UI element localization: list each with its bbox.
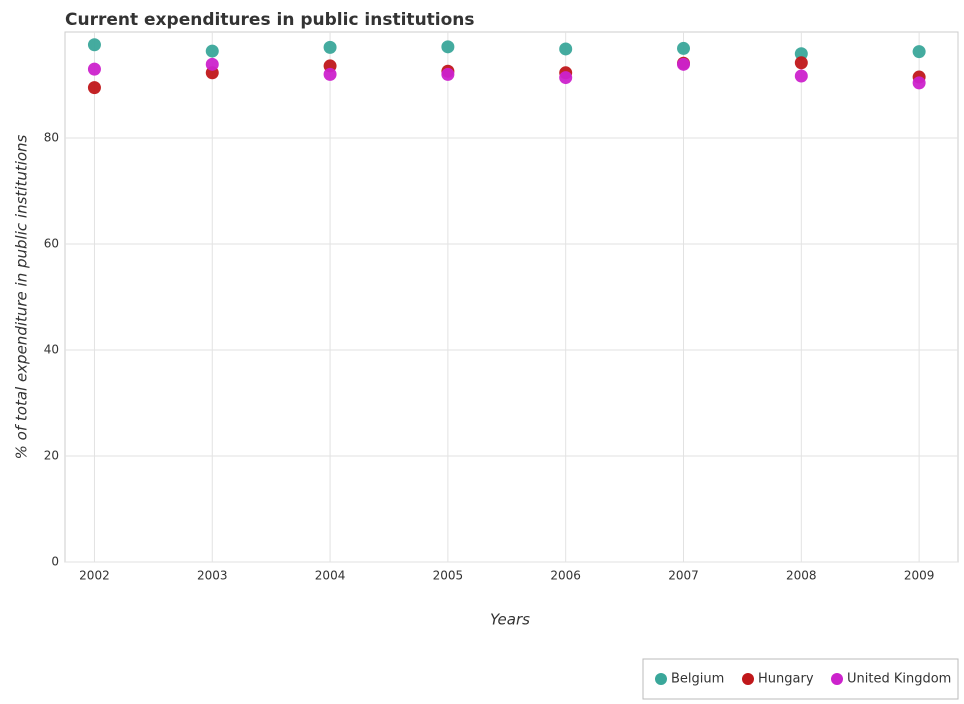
x-axis-label: Years [490,611,530,629]
data-point [794,47,808,61]
x-tick-label: 2006 [550,569,581,583]
legend-label: Hungary [758,672,814,687]
legend-label: United Kingdom [847,672,951,687]
legend-marker [742,673,754,685]
data-point [677,57,691,71]
y-tick-label: 80 [44,131,59,145]
data-point [794,56,808,70]
data-point [87,38,101,52]
data-point [323,40,337,54]
x-tick-label: 2008 [786,569,817,583]
y-tick-label: 60 [44,237,59,251]
x-tick-label: 2005 [433,569,464,583]
legend-marker [655,673,667,685]
legend-label: Belgium [671,672,724,687]
data-point [87,62,101,76]
y-tick-label: 0 [51,555,59,569]
data-point [441,40,455,54]
x-tick-label: 2009 [904,569,935,583]
y-axis-label: % of total expenditure in public institu… [13,134,31,459]
data-point [441,67,455,81]
y-tick-label: 20 [44,449,59,463]
x-tick-label: 2004 [315,569,346,583]
y-tick-label: 40 [44,343,59,357]
data-point [323,67,337,81]
data-point [559,71,573,85]
data-point [205,57,219,71]
data-point [794,69,808,83]
data-point [205,44,219,58]
x-tick-label: 2003 [197,569,228,583]
data-point [912,45,926,59]
data-point [559,42,573,56]
legend-marker [831,673,843,685]
x-tick-label: 2002 [79,569,110,583]
plot-frame [64,31,959,563]
chart-title: Current expenditures in public instituti… [65,10,475,30]
data-point [677,41,691,55]
data-point [87,81,101,95]
legend-box [642,658,959,700]
x-tick-label: 2007 [668,569,699,583]
data-point [912,76,926,90]
